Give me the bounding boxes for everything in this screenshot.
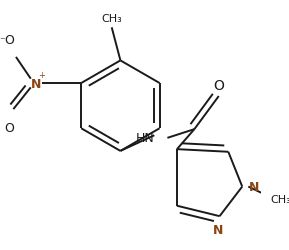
Text: CH₃: CH₃ <box>101 14 122 24</box>
Text: O: O <box>213 78 224 92</box>
Text: CH₃: CH₃ <box>270 194 289 204</box>
Text: N: N <box>213 223 223 236</box>
Text: N: N <box>249 180 260 193</box>
Text: N: N <box>31 77 41 90</box>
Text: HN: HN <box>136 132 154 145</box>
Text: +: + <box>39 70 45 79</box>
Text: O: O <box>4 122 14 135</box>
Text: O: O <box>4 34 14 47</box>
Text: ⁻: ⁻ <box>0 36 5 46</box>
